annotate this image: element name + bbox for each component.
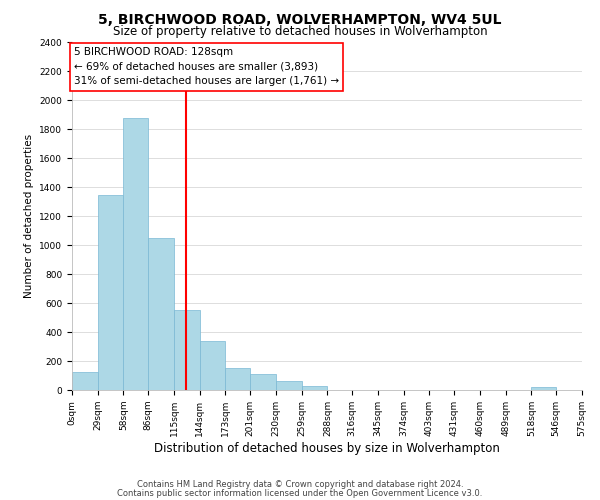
Text: Contains HM Land Registry data © Crown copyright and database right 2024.: Contains HM Land Registry data © Crown c… xyxy=(137,480,463,489)
Bar xyxy=(532,387,556,390)
Text: Size of property relative to detached houses in Wolverhampton: Size of property relative to detached ho… xyxy=(113,25,487,38)
Bar xyxy=(250,374,276,390)
Bar xyxy=(98,194,124,390)
X-axis label: Distribution of detached houses by size in Wolverhampton: Distribution of detached houses by size … xyxy=(154,442,500,454)
Text: 5 BIRCHWOOD ROAD: 128sqm
← 69% of detached houses are smaller (3,893)
31% of sem: 5 BIRCHWOOD ROAD: 128sqm ← 69% of detach… xyxy=(74,47,339,86)
Bar xyxy=(226,368,250,390)
Bar xyxy=(148,238,174,390)
Text: 5, BIRCHWOOD ROAD, WOLVERHAMPTON, WV4 5UL: 5, BIRCHWOOD ROAD, WOLVERHAMPTON, WV4 5U… xyxy=(98,12,502,26)
Bar xyxy=(124,118,148,390)
Text: Contains public sector information licensed under the Open Government Licence v3: Contains public sector information licen… xyxy=(118,488,482,498)
Y-axis label: Number of detached properties: Number of detached properties xyxy=(24,134,34,298)
Bar xyxy=(72,372,98,390)
Bar xyxy=(174,310,200,390)
Bar xyxy=(302,386,328,390)
Bar xyxy=(276,382,302,390)
Bar xyxy=(200,341,226,390)
